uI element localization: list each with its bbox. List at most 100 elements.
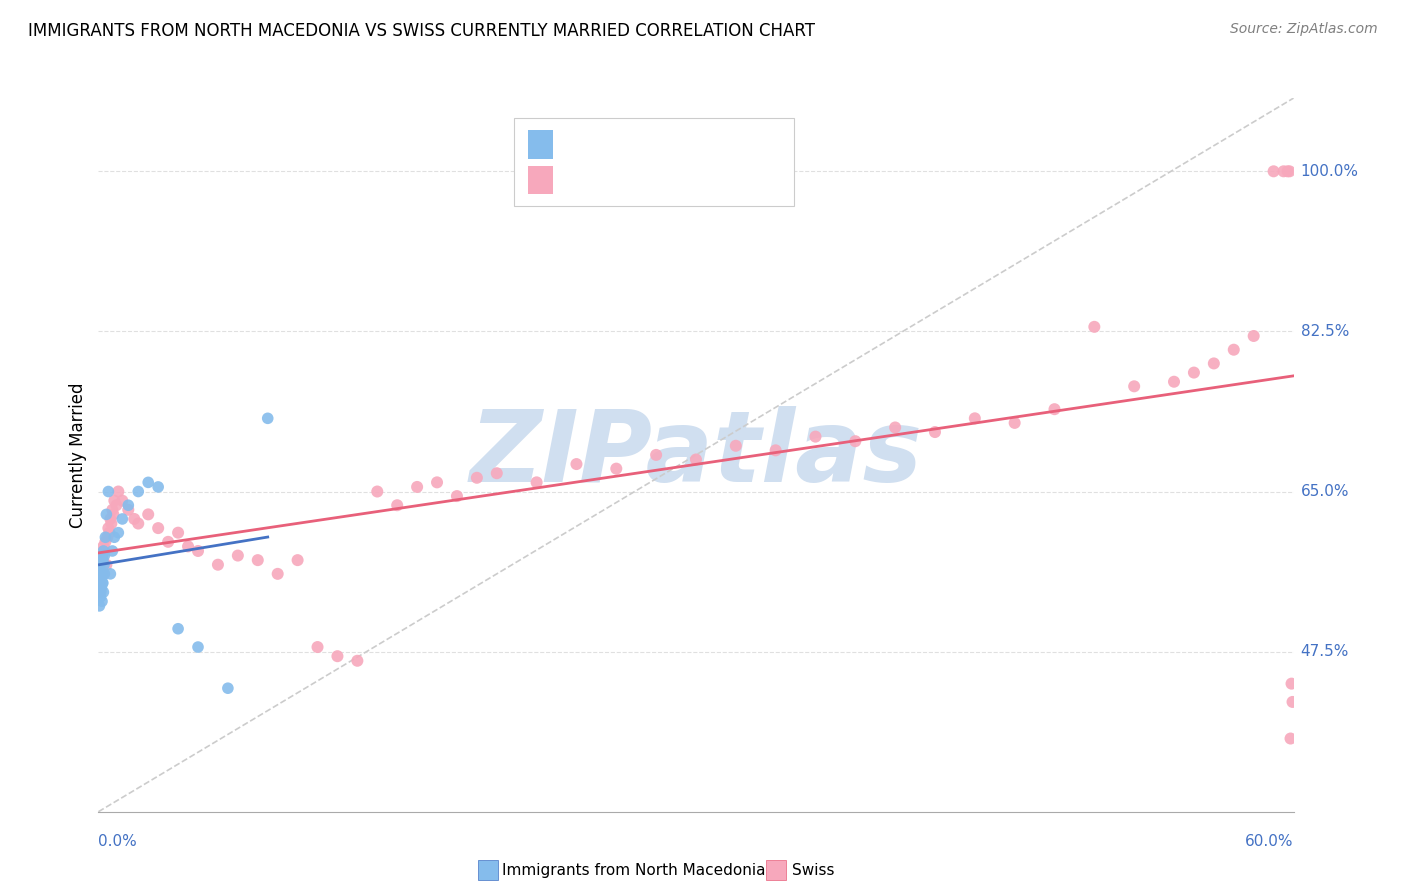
Point <box>1182 366 1205 380</box>
Point <box>93 585 115 599</box>
Point <box>89 590 111 604</box>
Point <box>105 498 128 512</box>
Point <box>93 558 115 572</box>
Point <box>90 558 112 572</box>
Point <box>127 516 149 531</box>
Point <box>89 599 111 613</box>
Point <box>90 585 112 599</box>
Point <box>307 640 329 654</box>
Point <box>117 503 139 517</box>
Point <box>89 590 111 604</box>
Point <box>287 553 309 567</box>
Point <box>97 521 120 535</box>
Point <box>724 439 747 453</box>
Point <box>103 493 125 508</box>
Point <box>246 553 269 567</box>
Point <box>90 581 112 595</box>
Point <box>91 562 114 576</box>
Point <box>91 576 114 591</box>
Text: Immigrants from North Macedonia: Immigrants from North Macedonia <box>502 863 765 878</box>
Point <box>91 576 114 591</box>
Point <box>136 508 159 522</box>
Point <box>685 452 707 467</box>
Point <box>89 576 111 591</box>
Point <box>406 480 429 494</box>
Point <box>446 489 468 503</box>
Point <box>124 512 146 526</box>
Point <box>167 525 190 540</box>
Point <box>93 566 115 581</box>
Point <box>96 508 118 522</box>
Point <box>1263 164 1285 178</box>
Point <box>136 475 159 490</box>
Point <box>217 681 239 696</box>
Point <box>187 544 209 558</box>
Point <box>91 549 114 563</box>
Point <box>1281 695 1303 709</box>
Text: 47.5%: 47.5% <box>1301 644 1348 659</box>
Point <box>385 498 409 512</box>
Point <box>844 434 866 449</box>
Point <box>100 516 122 531</box>
Point <box>148 521 170 535</box>
Point <box>103 508 125 522</box>
Point <box>485 467 508 481</box>
Point <box>924 425 946 439</box>
Point <box>89 576 111 591</box>
Point <box>1004 416 1026 430</box>
Point <box>526 475 548 490</box>
Point <box>207 558 229 572</box>
Point <box>765 443 787 458</box>
Point <box>93 549 115 563</box>
Point <box>1279 731 1302 746</box>
Point <box>103 530 125 544</box>
Point <box>884 420 907 434</box>
Text: 100.0%: 100.0% <box>1301 164 1358 178</box>
Text: N = 76: N = 76 <box>661 171 723 189</box>
Point <box>465 471 488 485</box>
Point <box>91 553 114 567</box>
Point <box>93 544 115 558</box>
Point <box>90 571 112 585</box>
Point <box>111 512 134 526</box>
Point <box>89 585 111 599</box>
Text: R = 0.531: R = 0.531 <box>565 171 655 189</box>
Point <box>96 530 118 544</box>
Point <box>97 484 120 499</box>
Point <box>256 411 278 425</box>
Point <box>89 566 111 581</box>
Point <box>426 475 449 490</box>
Point <box>1083 319 1105 334</box>
Text: R = 0.415: R = 0.415 <box>565 136 655 153</box>
Point <box>91 594 114 608</box>
Point <box>1163 375 1185 389</box>
Point <box>91 566 114 581</box>
Text: 65.0%: 65.0% <box>1301 484 1348 499</box>
Point <box>107 525 129 540</box>
Point <box>346 654 368 668</box>
Text: IMMIGRANTS FROM NORTH MACEDONIA VS SWISS CURRENTLY MARRIED CORRELATION CHART: IMMIGRANTS FROM NORTH MACEDONIA VS SWISS… <box>28 22 815 40</box>
Point <box>1043 402 1066 417</box>
Point <box>89 558 111 572</box>
Point <box>107 484 129 499</box>
Point <box>157 534 180 549</box>
Point <box>148 480 170 494</box>
Point <box>98 566 122 581</box>
Text: 60.0%: 60.0% <box>1246 834 1294 849</box>
Text: Source: ZipAtlas.com: Source: ZipAtlas.com <box>1230 22 1378 37</box>
Point <box>1272 164 1295 178</box>
Point <box>93 540 115 554</box>
Point <box>93 566 115 581</box>
Point <box>111 493 134 508</box>
Point <box>366 484 388 499</box>
Text: 82.5%: 82.5% <box>1301 324 1348 339</box>
Point <box>127 484 149 499</box>
Text: Swiss: Swiss <box>792 863 834 878</box>
Point <box>1281 676 1303 690</box>
Point <box>645 448 668 462</box>
Point <box>167 622 190 636</box>
Text: N = 37: N = 37 <box>661 136 723 153</box>
Point <box>326 649 349 664</box>
Point <box>98 525 121 540</box>
Point <box>226 549 249 563</box>
